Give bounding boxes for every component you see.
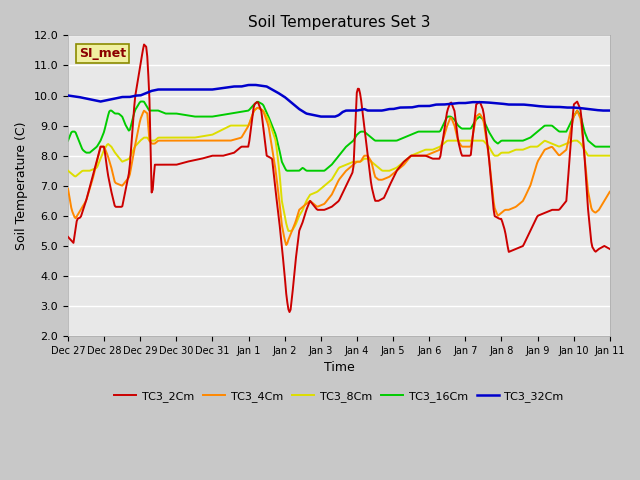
TC3_2Cm xyxy=(285,309,293,315)
Title: Soil Temperatures Set 3: Soil Temperatures Set 3 xyxy=(248,15,430,30)
TC3_4Cm xyxy=(606,189,614,195)
TC3_4Cm xyxy=(388,171,396,177)
TC3_32Cm xyxy=(606,108,614,113)
TC3_16Cm xyxy=(606,144,614,150)
TC3_16Cm xyxy=(324,165,332,171)
TC3_2Cm xyxy=(324,206,332,212)
TC3_32Cm xyxy=(246,82,253,88)
TC3_8Cm xyxy=(595,153,603,158)
TC3_16Cm xyxy=(64,138,72,144)
TC3_2Cm xyxy=(360,116,367,121)
TC3_4Cm xyxy=(64,186,72,192)
TC3_4Cm xyxy=(595,207,603,213)
Line: TC3_4Cm: TC3_4Cm xyxy=(68,108,610,245)
TC3_2Cm xyxy=(64,234,72,240)
TC3_8Cm xyxy=(324,180,332,186)
TC3_16Cm xyxy=(327,163,335,168)
TC3_2Cm xyxy=(606,246,614,252)
TC3_4Cm xyxy=(327,193,335,199)
TC3_8Cm xyxy=(64,168,72,174)
TC3_2Cm xyxy=(388,176,396,182)
TC3_8Cm xyxy=(327,178,335,183)
TC3_16Cm xyxy=(284,168,291,174)
TC3_4Cm xyxy=(282,242,290,248)
TC3_16Cm xyxy=(137,99,145,105)
TC3_4Cm xyxy=(254,105,262,110)
TC3_16Cm xyxy=(360,129,367,134)
Y-axis label: Soil Temperature (C): Soil Temperature (C) xyxy=(15,121,28,250)
TC3_4Cm xyxy=(324,197,332,203)
TC3_8Cm xyxy=(510,147,518,153)
TC3_2Cm xyxy=(595,246,603,252)
TC3_2Cm xyxy=(327,204,335,210)
Line: TC3_16Cm: TC3_16Cm xyxy=(68,102,610,171)
TC3_2Cm xyxy=(510,247,518,252)
TC3_32Cm xyxy=(388,106,396,112)
TC3_4Cm xyxy=(360,154,367,160)
TC3_32Cm xyxy=(327,114,335,120)
Legend: TC3_2Cm, TC3_4Cm, TC3_8Cm, TC3_16Cm, TC3_32Cm: TC3_2Cm, TC3_4Cm, TC3_8Cm, TC3_16Cm, TC3… xyxy=(109,387,568,407)
TC3_32Cm xyxy=(360,107,367,112)
TC3_32Cm xyxy=(64,93,72,98)
TC3_8Cm xyxy=(388,167,396,172)
TC3_16Cm xyxy=(388,138,396,144)
Line: TC3_8Cm: TC3_8Cm xyxy=(68,108,610,231)
TC3_16Cm xyxy=(510,138,518,144)
TC3_32Cm xyxy=(510,102,518,108)
TC3_4Cm xyxy=(510,204,518,210)
TC3_32Cm xyxy=(317,114,325,120)
TC3_8Cm xyxy=(285,228,292,234)
Line: TC3_32Cm: TC3_32Cm xyxy=(68,85,610,117)
TC3_32Cm xyxy=(324,114,332,120)
TC3_2Cm xyxy=(140,42,148,48)
TC3_8Cm xyxy=(360,156,367,162)
TC3_8Cm xyxy=(606,153,614,158)
Line: TC3_2Cm: TC3_2Cm xyxy=(68,45,610,312)
Text: SI_met: SI_met xyxy=(79,48,126,60)
TC3_32Cm xyxy=(595,108,603,113)
TC3_16Cm xyxy=(595,144,603,150)
TC3_8Cm xyxy=(254,105,262,110)
X-axis label: Time: Time xyxy=(323,361,355,374)
